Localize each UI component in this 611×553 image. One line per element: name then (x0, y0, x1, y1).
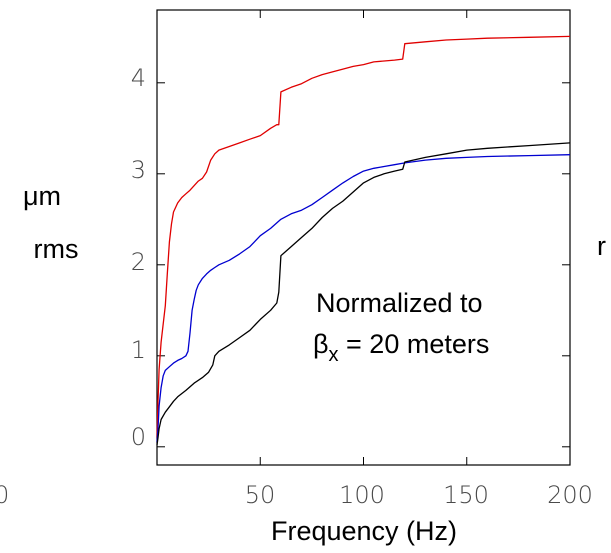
annotation-rest: = 20 meters (339, 329, 490, 359)
series-lines (156, 35, 571, 446)
annotation-subscript: x (329, 344, 339, 366)
series-line-1 (156, 154, 571, 443)
x-tick-label-200: 200 (547, 481, 593, 509)
y-tick-marks (157, 82, 570, 448)
left-cut-tick-label: 0 (0, 481, 9, 509)
y-axis-label-rms: rms (34, 234, 79, 264)
series-line-0 (156, 35, 571, 438)
plot-frame (156, 9, 571, 466)
y-tick-label-3: 3 (131, 156, 146, 184)
y-tick-label-2: 2 (131, 248, 146, 276)
y-tick-label-1: 1 (131, 336, 146, 364)
x-tick-marks (259, 10, 571, 465)
annotation-line2: βx = 20 meters (313, 329, 489, 366)
annotation-line1: Normalized to (316, 288, 483, 318)
x-tick-label-150: 150 (443, 481, 489, 509)
x-axis-title: Frequency (Hz) (271, 516, 457, 546)
y-tick-label-0: 0 (131, 423, 146, 451)
x-tick-label-50: 50 (245, 481, 276, 509)
annotation-beta: β (313, 329, 329, 359)
x-tick-label-100: 100 (339, 481, 385, 509)
series-line-2 (156, 142, 571, 446)
right-cut-label: r (597, 231, 606, 261)
y-axis-label-unit: μm (23, 181, 61, 211)
y-tick-label-4: 4 (131, 64, 146, 92)
